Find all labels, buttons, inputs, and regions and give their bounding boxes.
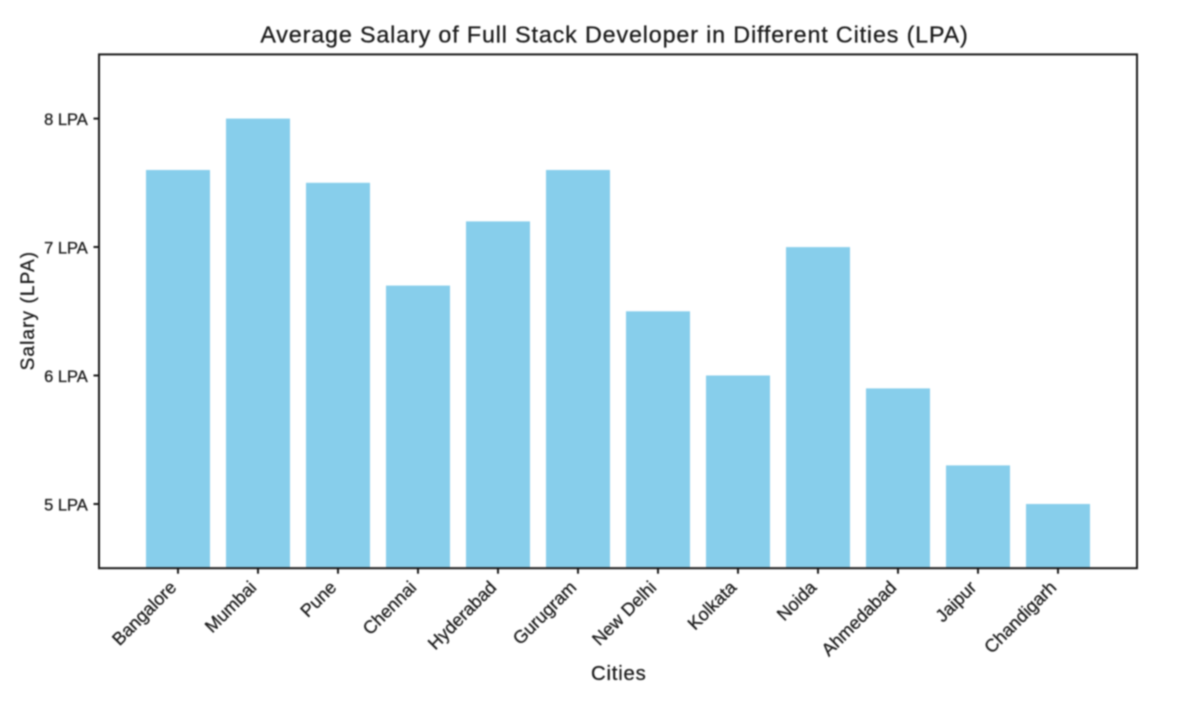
svg-text:6 LPA: 6 LPA bbox=[44, 368, 88, 386]
svg-text:Average Salary of Full Stack D: Average Salary of Full Stack Developer i… bbox=[260, 21, 968, 47]
svg-text:5 LPA: 5 LPA bbox=[44, 496, 88, 514]
svg-text:7 LPA: 7 LPA bbox=[44, 239, 88, 257]
svg-text:Cities: Cities bbox=[591, 663, 647, 685]
svg-text:8 LPA: 8 LPA bbox=[44, 111, 88, 129]
svg-text:Salary (LPA): Salary (LPA) bbox=[18, 251, 39, 371]
